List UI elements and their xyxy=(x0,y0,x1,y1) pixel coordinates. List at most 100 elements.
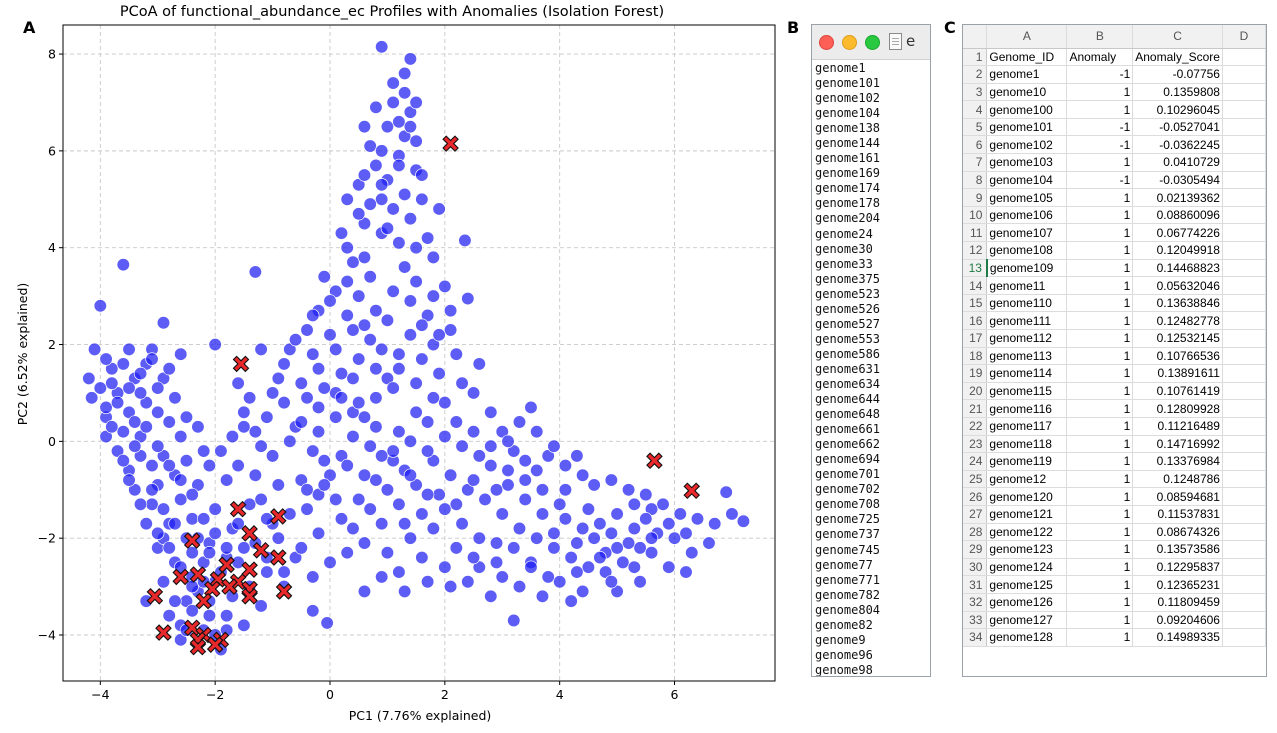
data-cell[interactable]: 0.10761419 xyxy=(1132,382,1223,401)
row-number[interactable]: 20 xyxy=(963,382,988,401)
data-cell[interactable]: genome100 xyxy=(986,100,1068,119)
row-number[interactable]: 26 xyxy=(963,487,988,506)
data-cell[interactable]: 1 xyxy=(1066,628,1134,647)
row-number[interactable]: 22 xyxy=(963,417,988,436)
data-cell[interactable]: genome123 xyxy=(986,540,1068,559)
data-cell[interactable]: 1 xyxy=(1066,399,1134,418)
data-cell[interactable]: 1 xyxy=(1066,523,1134,542)
data-cell[interactable]: genome107 xyxy=(986,223,1068,243)
empty-cell[interactable] xyxy=(1222,135,1266,155)
empty-cell[interactable] xyxy=(1222,435,1266,454)
data-cell[interactable]: genome108 xyxy=(986,241,1068,260)
row-number[interactable]: 5 xyxy=(963,118,988,137)
row-number[interactable]: 13 xyxy=(963,259,988,278)
data-cell[interactable]: 0.11537831 xyxy=(1132,505,1223,524)
data-cell[interactable]: 0.1359808 xyxy=(1132,83,1223,102)
data-cell[interactable]: genome111 xyxy=(986,311,1068,330)
empty-cell[interactable] xyxy=(1222,399,1266,418)
empty-cell[interactable] xyxy=(1222,100,1266,119)
data-cell[interactable]: genome128 xyxy=(986,628,1068,647)
close-window-button[interactable] xyxy=(819,35,834,50)
row-number[interactable]: 2 xyxy=(963,65,988,84)
data-cell[interactable]: genome116 xyxy=(986,399,1068,418)
data-cell[interactable]: 1 xyxy=(1066,241,1134,260)
data-cell[interactable]: 0.12809928 xyxy=(1132,399,1223,418)
data-cell[interactable]: 0.06774226 xyxy=(1132,223,1223,243)
data-cell[interactable]: 0.13891611 xyxy=(1132,364,1223,383)
data-cell[interactable]: 0.11216489 xyxy=(1132,417,1223,436)
data-cell[interactable]: 1 xyxy=(1066,382,1134,401)
data-cell[interactable]: 0.14989335 xyxy=(1132,628,1223,647)
data-cell[interactable]: genome104 xyxy=(986,171,1068,190)
data-cell[interactable]: 1 xyxy=(1066,505,1134,524)
data-cell[interactable]: genome101 xyxy=(986,118,1068,137)
row-number[interactable]: 30 xyxy=(963,558,988,577)
data-cell[interactable]: genome119 xyxy=(986,452,1068,471)
data-cell[interactable]: genome1 xyxy=(986,65,1068,84)
data-cell[interactable]: 1 xyxy=(1066,311,1134,330)
data-cell[interactable]: 1 xyxy=(1066,153,1134,172)
row-number[interactable]: 21 xyxy=(963,399,988,418)
empty-cell[interactable] xyxy=(1222,364,1266,383)
data-cell[interactable]: 1 xyxy=(1066,206,1134,225)
row-number[interactable]: 1 xyxy=(963,48,988,67)
zoom-window-button[interactable] xyxy=(865,35,880,50)
data-cell[interactable]: genome106 xyxy=(986,206,1068,225)
column-header[interactable]: A xyxy=(986,25,1068,49)
empty-cell[interactable] xyxy=(1222,329,1266,348)
column-header[interactable]: C xyxy=(1132,25,1223,49)
row-number[interactable]: 4 xyxy=(963,100,988,119)
data-cell[interactable]: 0.11809459 xyxy=(1132,593,1223,612)
data-cell[interactable]: 1 xyxy=(1066,452,1134,471)
row-number[interactable]: 28 xyxy=(963,523,988,542)
data-cell[interactable]: genome110 xyxy=(986,294,1068,313)
data-cell[interactable]: 0.08860096 xyxy=(1132,206,1223,225)
row-number[interactable]: 12 xyxy=(963,241,988,260)
row-number[interactable]: 7 xyxy=(963,153,988,172)
data-cell[interactable]: -1 xyxy=(1066,118,1134,137)
row-number[interactable]: 17 xyxy=(963,329,988,348)
empty-cell[interactable] xyxy=(1222,382,1266,401)
empty-cell[interactable] xyxy=(1222,118,1266,137)
data-cell[interactable]: genome102 xyxy=(986,135,1068,155)
data-cell[interactable]: 0.02139362 xyxy=(1132,188,1223,207)
empty-cell[interactable] xyxy=(1222,487,1266,506)
empty-cell[interactable] xyxy=(1222,48,1266,67)
data-cell[interactable]: 1 xyxy=(1066,100,1134,119)
empty-cell[interactable] xyxy=(1222,452,1266,471)
data-cell[interactable]: genome10 xyxy=(986,83,1068,102)
row-number[interactable]: 27 xyxy=(963,505,988,524)
row-number[interactable]: 32 xyxy=(963,593,988,612)
empty-cell[interactable] xyxy=(1222,153,1266,172)
data-cell[interactable]: 1 xyxy=(1066,417,1134,436)
data-cell[interactable]: 0.12482778 xyxy=(1132,311,1223,330)
empty-cell[interactable] xyxy=(1222,505,1266,524)
data-cell[interactable]: 0.12365231 xyxy=(1132,575,1223,594)
data-cell[interactable]: -1 xyxy=(1066,65,1134,84)
row-number[interactable]: 33 xyxy=(963,611,988,630)
data-cell[interactable]: genome114 xyxy=(986,364,1068,383)
row-number[interactable]: 15 xyxy=(963,294,988,313)
data-cell[interactable]: genome121 xyxy=(986,505,1068,524)
data-cell[interactable]: 1 xyxy=(1066,259,1134,278)
empty-cell[interactable] xyxy=(1222,241,1266,260)
data-cell[interactable]: -0.0305494 xyxy=(1132,171,1223,190)
row-number[interactable]: 31 xyxy=(963,575,988,594)
data-cell[interactable]: genome11 xyxy=(986,276,1068,295)
row-number[interactable]: 16 xyxy=(963,311,988,330)
file-content[interactable]: genome1 genome101 genome102 genome104 genome… xyxy=(812,60,930,676)
data-cell[interactable]: genome118 xyxy=(986,435,1068,454)
data-cell[interactable]: 0.13376984 xyxy=(1132,452,1223,471)
data-cell[interactable]: genome124 xyxy=(986,558,1068,577)
row-number[interactable]: 29 xyxy=(963,540,988,559)
column-header[interactable]: D xyxy=(1222,25,1266,49)
column-header[interactable]: B xyxy=(1066,25,1134,49)
row-number[interactable]: 14 xyxy=(963,276,988,295)
empty-cell[interactable] xyxy=(1222,628,1266,647)
data-cell[interactable]: genome12 xyxy=(986,470,1068,489)
data-cell[interactable]: genome113 xyxy=(986,347,1068,366)
row-number[interactable]: 18 xyxy=(963,347,988,366)
empty-cell[interactable] xyxy=(1222,558,1266,577)
data-cell[interactable]: 1 xyxy=(1066,347,1134,366)
data-cell[interactable]: 0.08674326 xyxy=(1132,523,1223,542)
